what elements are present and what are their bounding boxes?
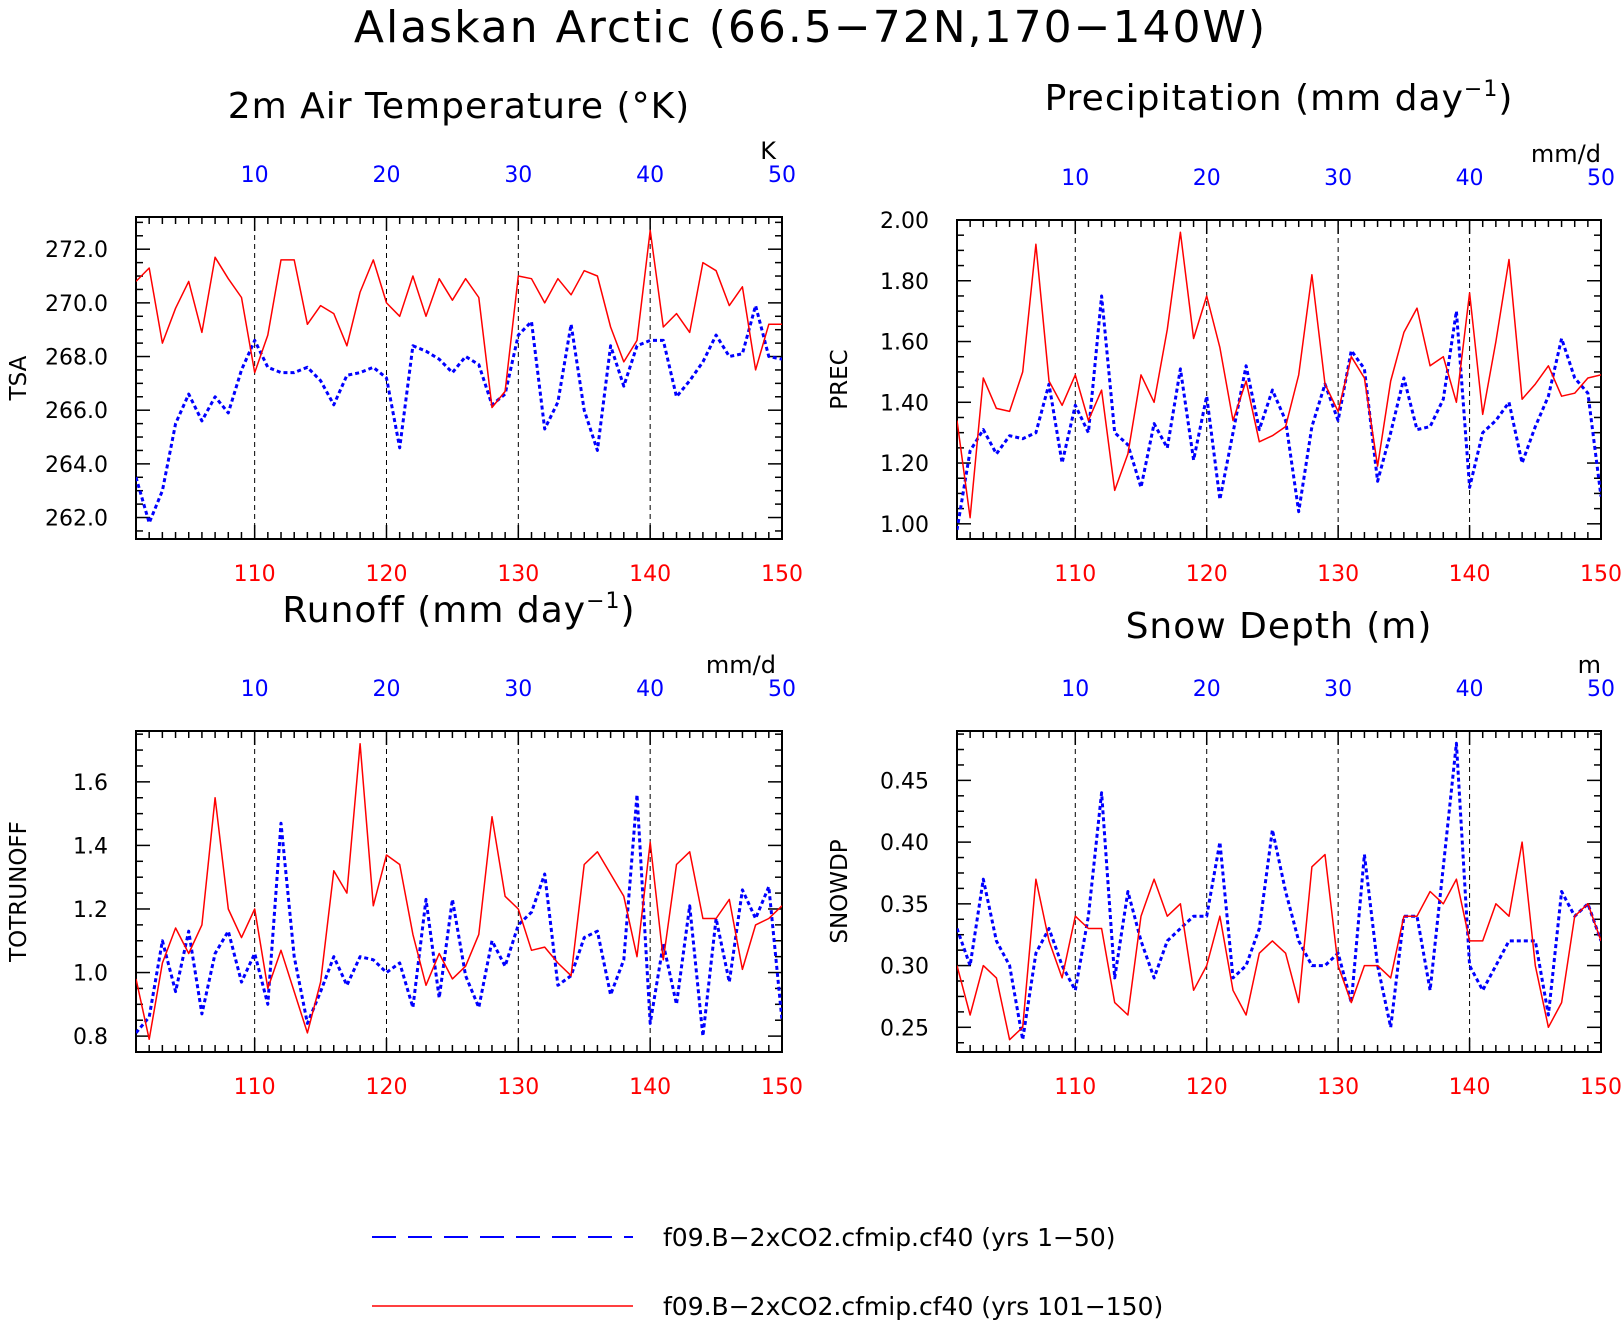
y-axis-label: PREC <box>827 349 853 409</box>
y-tick-label: 268.0 <box>45 346 108 371</box>
x-tick-label-top: 50 <box>1587 677 1615 702</box>
y-tick-label: 1.6 <box>73 771 108 796</box>
series-line-blue <box>957 741 1601 1042</box>
x-tick-label-top: 50 <box>768 677 796 702</box>
series-line-blue <box>136 304 782 525</box>
series-line-red <box>136 742 782 1041</box>
x-tick-label-top: 30 <box>1324 677 1352 702</box>
x-tick-label-bottom: 110 <box>234 562 276 587</box>
x-tick-label-top: 20 <box>1193 677 1221 702</box>
x-tick-label-bottom: 120 <box>365 562 407 587</box>
x-tick-label-top: 50 <box>768 163 796 188</box>
y-tick-label: 0.25 <box>880 1016 929 1041</box>
chart-panel-3: Runoff (mm day−1) mm/d 0.8 1.0 1.2 1.4 1.6 110 1… <box>6 589 803 1100</box>
x-tick-label-top: 40 <box>636 677 664 702</box>
x-tick-label-bottom: 140 <box>1449 1075 1491 1100</box>
y-tick-label: 266.0 <box>45 399 108 424</box>
series-line-red <box>957 841 1601 1041</box>
panel-title: Snow Depth (m) <box>1126 606 1433 647</box>
y-axis-label: TSA <box>6 355 32 401</box>
x-tick-label-bottom: 150 <box>761 1075 803 1100</box>
x-tick-label-top: 10 <box>241 163 269 188</box>
y-axis-label: SNOWDP <box>827 839 853 943</box>
y-tick-label: 1.2 <box>73 898 108 923</box>
x-tick-label-bottom: 140 <box>629 562 671 587</box>
x-tick-label-bottom: 140 <box>629 1075 671 1100</box>
x-tick-label-top: 30 <box>504 677 532 702</box>
y-tick-label: 262.0 <box>45 507 108 532</box>
y-tick-label: 0.8 <box>73 1025 108 1050</box>
plot-frame <box>956 219 1602 540</box>
y-tick-label: 264.0 <box>45 453 108 478</box>
x-tick-label-top: 30 <box>504 163 532 188</box>
plot-frame <box>956 730 1602 1053</box>
x-tick-label-top: 20 <box>372 677 400 702</box>
chart-panel-4: Snow Depth (m) m 0.25 0.30 0.35 0.40 0.45 110 12… <box>827 606 1621 1100</box>
y-tick-label: 1.60 <box>880 331 929 356</box>
x-tick-label-bottom: 130 <box>1317 562 1359 587</box>
y-tick-label: 1.40 <box>880 391 929 416</box>
panel-title: Precipitation (mm day−1) <box>1045 77 1514 119</box>
x-tick-label-bottom: 120 <box>365 1075 407 1100</box>
chart-panel-2: Precipitation (mm day−1) mm/d 1.00 1.20 1.40… <box>827 77 1621 587</box>
x-tick-label-top: 20 <box>1193 166 1221 191</box>
x-tick-label-bottom: 150 <box>1580 1075 1621 1100</box>
y-tick-label: 1.4 <box>73 834 108 859</box>
x-tick-label-bottom: 130 <box>1317 1075 1359 1100</box>
y-tick-label: 0.45 <box>880 769 929 794</box>
x-tick-label-bottom: 120 <box>1186 1075 1228 1100</box>
y-tick-label: 0.40 <box>880 831 929 856</box>
x-tick-label-bottom: 130 <box>497 562 539 587</box>
plot-frame <box>135 730 783 1053</box>
units-label: mm/d <box>1531 140 1601 168</box>
plot-frame <box>135 216 783 540</box>
units-label: mm/d <box>706 651 776 679</box>
y-tick-label: 0.30 <box>880 955 929 980</box>
x-tick-label-bottom: 150 <box>761 562 803 587</box>
x-tick-label-top: 40 <box>1456 677 1484 702</box>
series-line-blue <box>136 793 782 1038</box>
units-label: K <box>760 137 777 165</box>
panel-title: Runoff (mm day−1) <box>282 589 635 631</box>
x-tick-label-top: 20 <box>372 163 400 188</box>
x-tick-label-bottom: 110 <box>1054 1075 1096 1100</box>
x-tick-label-top: 50 <box>1587 166 1615 191</box>
x-tick-label-top: 10 <box>1061 166 1089 191</box>
y-tick-label: 270.0 <box>45 292 108 317</box>
series-line-blue <box>957 294 1601 531</box>
x-tick-label-bottom: 130 <box>497 1075 539 1100</box>
figure-title: Alaskan Arctic (66.5−72N,170−140W) <box>353 2 1268 53</box>
series-line-red <box>136 229 782 409</box>
y-tick-label: 1.20 <box>880 452 929 477</box>
x-tick-label-bottom: 110 <box>1054 562 1096 587</box>
units-label: m <box>1578 651 1601 679</box>
x-tick-label-bottom: 140 <box>1449 562 1491 587</box>
y-axis-label: TOTRUNOFF <box>6 821 32 963</box>
y-tick-label: 1.00 <box>880 513 929 538</box>
legend-label-1: f09.B−2xCO2.cfmip.cf40 (yrs 1−50) <box>663 1223 1116 1252</box>
y-tick-label: 272.0 <box>45 238 108 263</box>
y-tick-label: 1.80 <box>880 270 929 295</box>
panel-title: 2m Air Temperature (°K) <box>228 86 690 127</box>
x-tick-label-top: 40 <box>1456 166 1484 191</box>
x-tick-label-top: 40 <box>636 163 664 188</box>
chart-panel-1: 2m Air Temperature (°K) K 262.0 264.0 266.0 2… <box>6 86 803 587</box>
x-tick-label-top: 30 <box>1324 166 1352 191</box>
y-tick-label: 2.00 <box>880 209 929 234</box>
x-tick-label-bottom: 110 <box>234 1075 276 1100</box>
y-tick-label: 0.35 <box>880 893 929 918</box>
legend-label-2: f09.B−2xCO2.cfmip.cf40 (yrs 101−150) <box>663 1292 1163 1321</box>
x-tick-label-top: 10 <box>241 677 269 702</box>
series-line-red <box>957 231 1601 519</box>
x-tick-label-top: 10 <box>1061 677 1089 702</box>
x-tick-label-bottom: 150 <box>1580 562 1621 587</box>
y-tick-label: 1.0 <box>73 962 108 987</box>
x-tick-label-bottom: 120 <box>1186 562 1228 587</box>
